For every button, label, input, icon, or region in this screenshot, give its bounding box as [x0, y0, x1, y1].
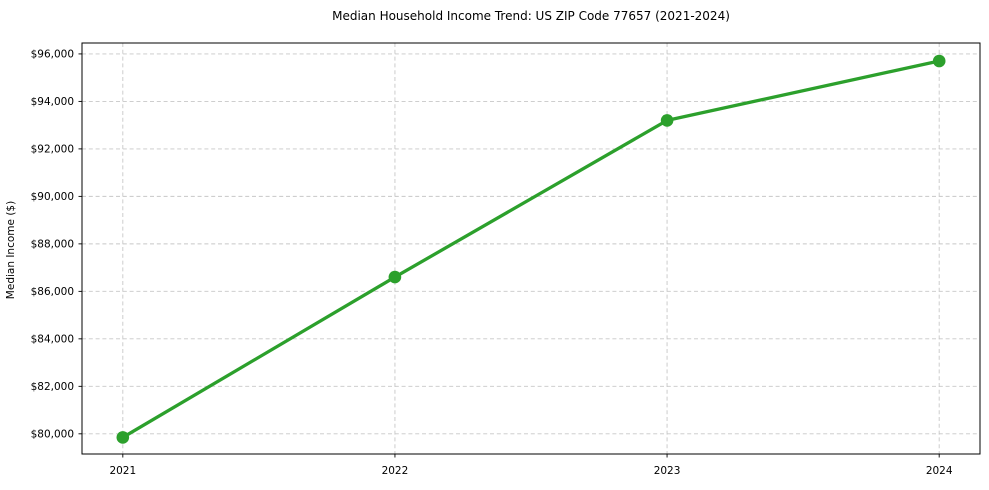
x-tick-label: 2021 — [109, 465, 136, 477]
y-tick-label: $88,000 — [31, 239, 74, 251]
y-axis-label: Median Income ($) — [5, 201, 17, 299]
plot-border — [81, 42, 981, 455]
y-tick-label: $92,000 — [31, 144, 74, 156]
y-tick-label: $94,000 — [31, 96, 74, 108]
data-point-2024 — [932, 54, 946, 68]
x-tick-label: 2023 — [654, 465, 681, 477]
y-tick-label: $90,000 — [31, 191, 74, 203]
x-tick-label: 2024 — [926, 465, 953, 477]
data-point-2021 — [116, 431, 130, 444]
x-tick-label: 2022 — [382, 465, 409, 477]
trend-line — [121, 59, 941, 440]
y-tick-label: $84,000 — [31, 334, 74, 346]
chart-title: Median Household Income Trend: US ZIP Co… — [332, 9, 730, 23]
y-tick-label: $96,000 — [31, 49, 74, 61]
data-point-2023 — [660, 114, 674, 127]
y-tick-label: $82,000 — [31, 381, 74, 393]
y-tick-label: $86,000 — [31, 286, 74, 298]
y-tick-label: $80,000 — [31, 429, 74, 441]
data-point-2022 — [388, 270, 402, 284]
